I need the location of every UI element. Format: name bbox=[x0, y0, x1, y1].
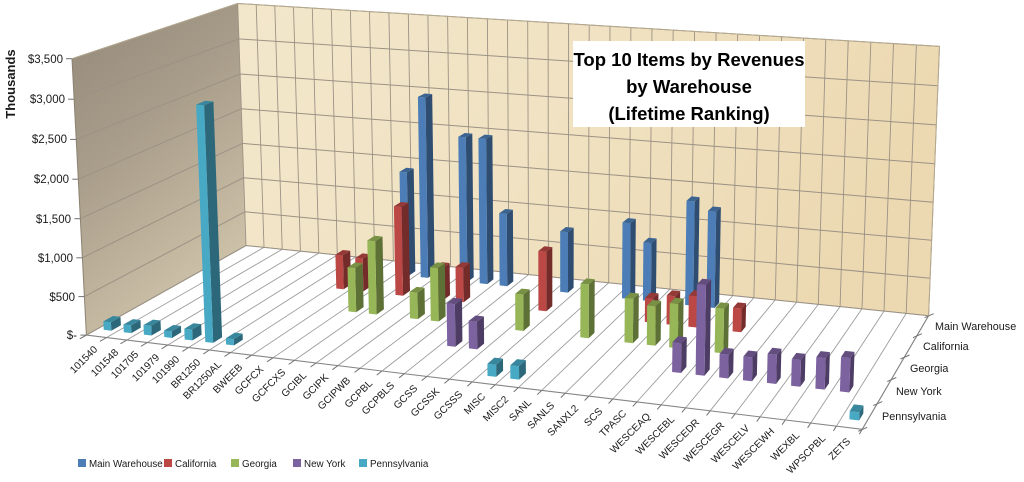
svg-text:California: California bbox=[923, 341, 969, 353]
svg-text:by Warehouse: by Warehouse bbox=[626, 76, 752, 97]
svg-text:(Lifetime Ranking): (Lifetime Ranking) bbox=[608, 103, 769, 124]
svg-text:Thousands: Thousands bbox=[3, 49, 18, 118]
svg-text:Main Warehouse: Main Warehouse bbox=[935, 321, 1016, 333]
svg-text:$2,500: $2,500 bbox=[32, 134, 67, 146]
svg-text:$1,000: $1,000 bbox=[38, 253, 73, 265]
svg-text:Georgia: Georgia bbox=[242, 459, 277, 470]
svg-text:Georgia: Georgia bbox=[910, 363, 948, 375]
svg-text:$500: $500 bbox=[49, 292, 75, 304]
svg-text:$2,000: $2,000 bbox=[34, 174, 69, 186]
svg-text:Main Warehouse: Main Warehouse bbox=[89, 459, 163, 470]
svg-text:California: California bbox=[175, 459, 217, 470]
svg-text:New York: New York bbox=[304, 459, 345, 470]
svg-text:Top 10 Items by Revenues: Top 10 Items by Revenues bbox=[574, 49, 805, 70]
svg-text:$3,000: $3,000 bbox=[30, 94, 65, 106]
svg-text:New York: New York bbox=[896, 386, 942, 398]
svg-text:Pennsylvania: Pennsylvania bbox=[370, 459, 429, 470]
svg-text:$-: $- bbox=[67, 330, 77, 342]
svg-text:$1,500: $1,500 bbox=[36, 214, 71, 226]
svg-text:$3,500: $3,500 bbox=[28, 54, 63, 66]
svg-text:Pennsylvania: Pennsylvania bbox=[882, 411, 946, 423]
